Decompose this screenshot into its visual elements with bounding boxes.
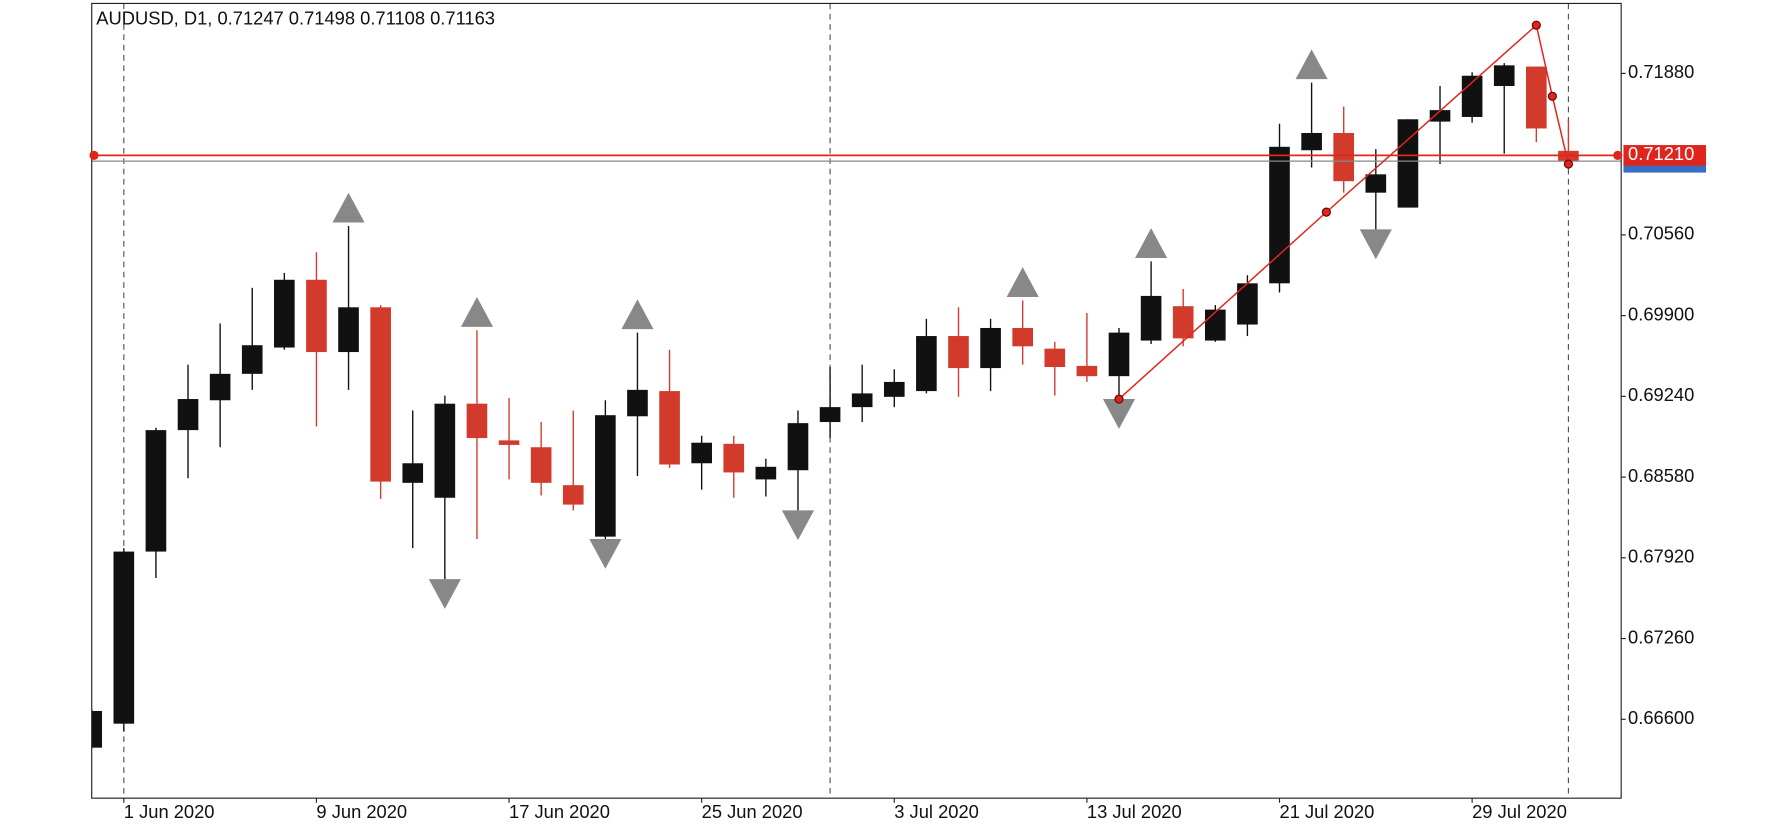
zigzag-point xyxy=(1547,91,1557,101)
fractal-up xyxy=(1135,228,1168,258)
candle-body xyxy=(1237,283,1258,325)
candle-body xyxy=(370,307,391,482)
x-tick-label: 3 Jul 2020 xyxy=(894,801,979,822)
level-handle xyxy=(89,150,99,160)
candle-body xyxy=(1429,110,1451,122)
fractal-up xyxy=(332,192,365,223)
candle-body xyxy=(1365,174,1387,193)
zigzag-point xyxy=(1321,207,1331,217)
fractal-down xyxy=(1102,399,1136,429)
fractal-down xyxy=(428,579,461,609)
candle-body xyxy=(883,381,905,397)
fractal-down xyxy=(1359,229,1392,260)
y-tick-label: 0.66600 xyxy=(1628,707,1694,728)
x-tick-label: 21 Jul 2020 xyxy=(1280,801,1375,822)
candle-body xyxy=(562,485,584,505)
candle-body xyxy=(1269,146,1290,284)
candle-body xyxy=(1076,365,1098,377)
candle-body xyxy=(113,551,135,724)
fractal-up xyxy=(621,299,654,330)
x-tick-label: 17 Jun 2020 xyxy=(509,801,610,822)
y-tick-label: 0.69240 xyxy=(1628,384,1694,405)
candle-body xyxy=(241,345,263,374)
fractal-up xyxy=(460,297,494,327)
candle-body xyxy=(1333,132,1355,182)
candle-body xyxy=(659,391,680,465)
zigzag-point xyxy=(1114,394,1124,404)
candle-body xyxy=(530,447,552,483)
candle-body xyxy=(755,466,777,480)
fractal-down xyxy=(589,538,622,569)
candle-body xyxy=(851,393,873,408)
candle-body xyxy=(948,336,969,369)
axes: 0.66600 0.67260 0.67920 0.68580 0.69240 0.699… xyxy=(89,61,1707,822)
y-tick-label: 0.71880 xyxy=(1628,61,1694,82)
fractal-up xyxy=(1295,49,1328,80)
candle-body xyxy=(787,423,809,471)
x-tick-label: 13 Jul 2020 xyxy=(1087,801,1182,822)
candle-body xyxy=(980,327,1001,369)
x-tick-label: 1 Jun 2020 xyxy=(124,801,215,822)
candle-body xyxy=(1397,119,1419,208)
candle-body xyxy=(209,373,231,401)
candle-body xyxy=(434,403,456,498)
x-tick-label: 29 Jul 2020 xyxy=(1472,801,1567,822)
y-tick-label: 0.67920 xyxy=(1628,546,1694,567)
candle-body xyxy=(916,336,937,392)
candle-body xyxy=(1172,306,1194,339)
x-tick-label: 25 Jun 2020 xyxy=(702,801,803,822)
chart-title: AUDUSD, D1, 0.71247 0.71498 0.71108 0.71… xyxy=(96,7,495,28)
fractal-down xyxy=(781,510,815,541)
candle-body xyxy=(819,407,841,423)
candle-body xyxy=(1204,309,1226,341)
level-handle xyxy=(1613,150,1623,160)
candle-body xyxy=(1140,295,1162,341)
candle-body xyxy=(1301,132,1322,151)
candle-body xyxy=(306,279,327,353)
plot-frame xyxy=(91,2,1622,799)
candle-body xyxy=(402,463,424,483)
y-tick-label: 0.69900 xyxy=(1628,303,1694,324)
plot-area xyxy=(91,20,1622,749)
candle-body xyxy=(338,307,359,353)
candle-body xyxy=(1012,327,1034,347)
candle-body xyxy=(627,389,648,417)
candle-body xyxy=(1526,66,1547,129)
candle-body xyxy=(498,440,520,445)
level-label-bg xyxy=(1623,145,1707,166)
zigzag-point xyxy=(1563,159,1574,169)
candle-body xyxy=(1108,332,1130,377)
candle-body xyxy=(723,443,745,473)
candle-body xyxy=(1044,348,1066,367)
candle-body xyxy=(91,710,103,748)
y-tick-label: 0.70560 xyxy=(1628,223,1694,244)
candle-body xyxy=(274,279,295,348)
candle-body xyxy=(1493,65,1515,87)
candle-body xyxy=(595,415,616,537)
zigzag-point xyxy=(1531,20,1541,30)
y-tick-label: 0.68580 xyxy=(1628,465,1694,486)
candle-body xyxy=(145,430,167,552)
level-label: 0.71210 xyxy=(1628,143,1694,164)
candle-body xyxy=(691,442,712,464)
x-tick-label: 9 Jun 2020 xyxy=(316,801,407,822)
y-tick-label: 0.67260 xyxy=(1628,626,1694,647)
candle-body xyxy=(177,399,199,431)
fractal-up xyxy=(1006,267,1039,298)
candle-body xyxy=(466,403,488,439)
